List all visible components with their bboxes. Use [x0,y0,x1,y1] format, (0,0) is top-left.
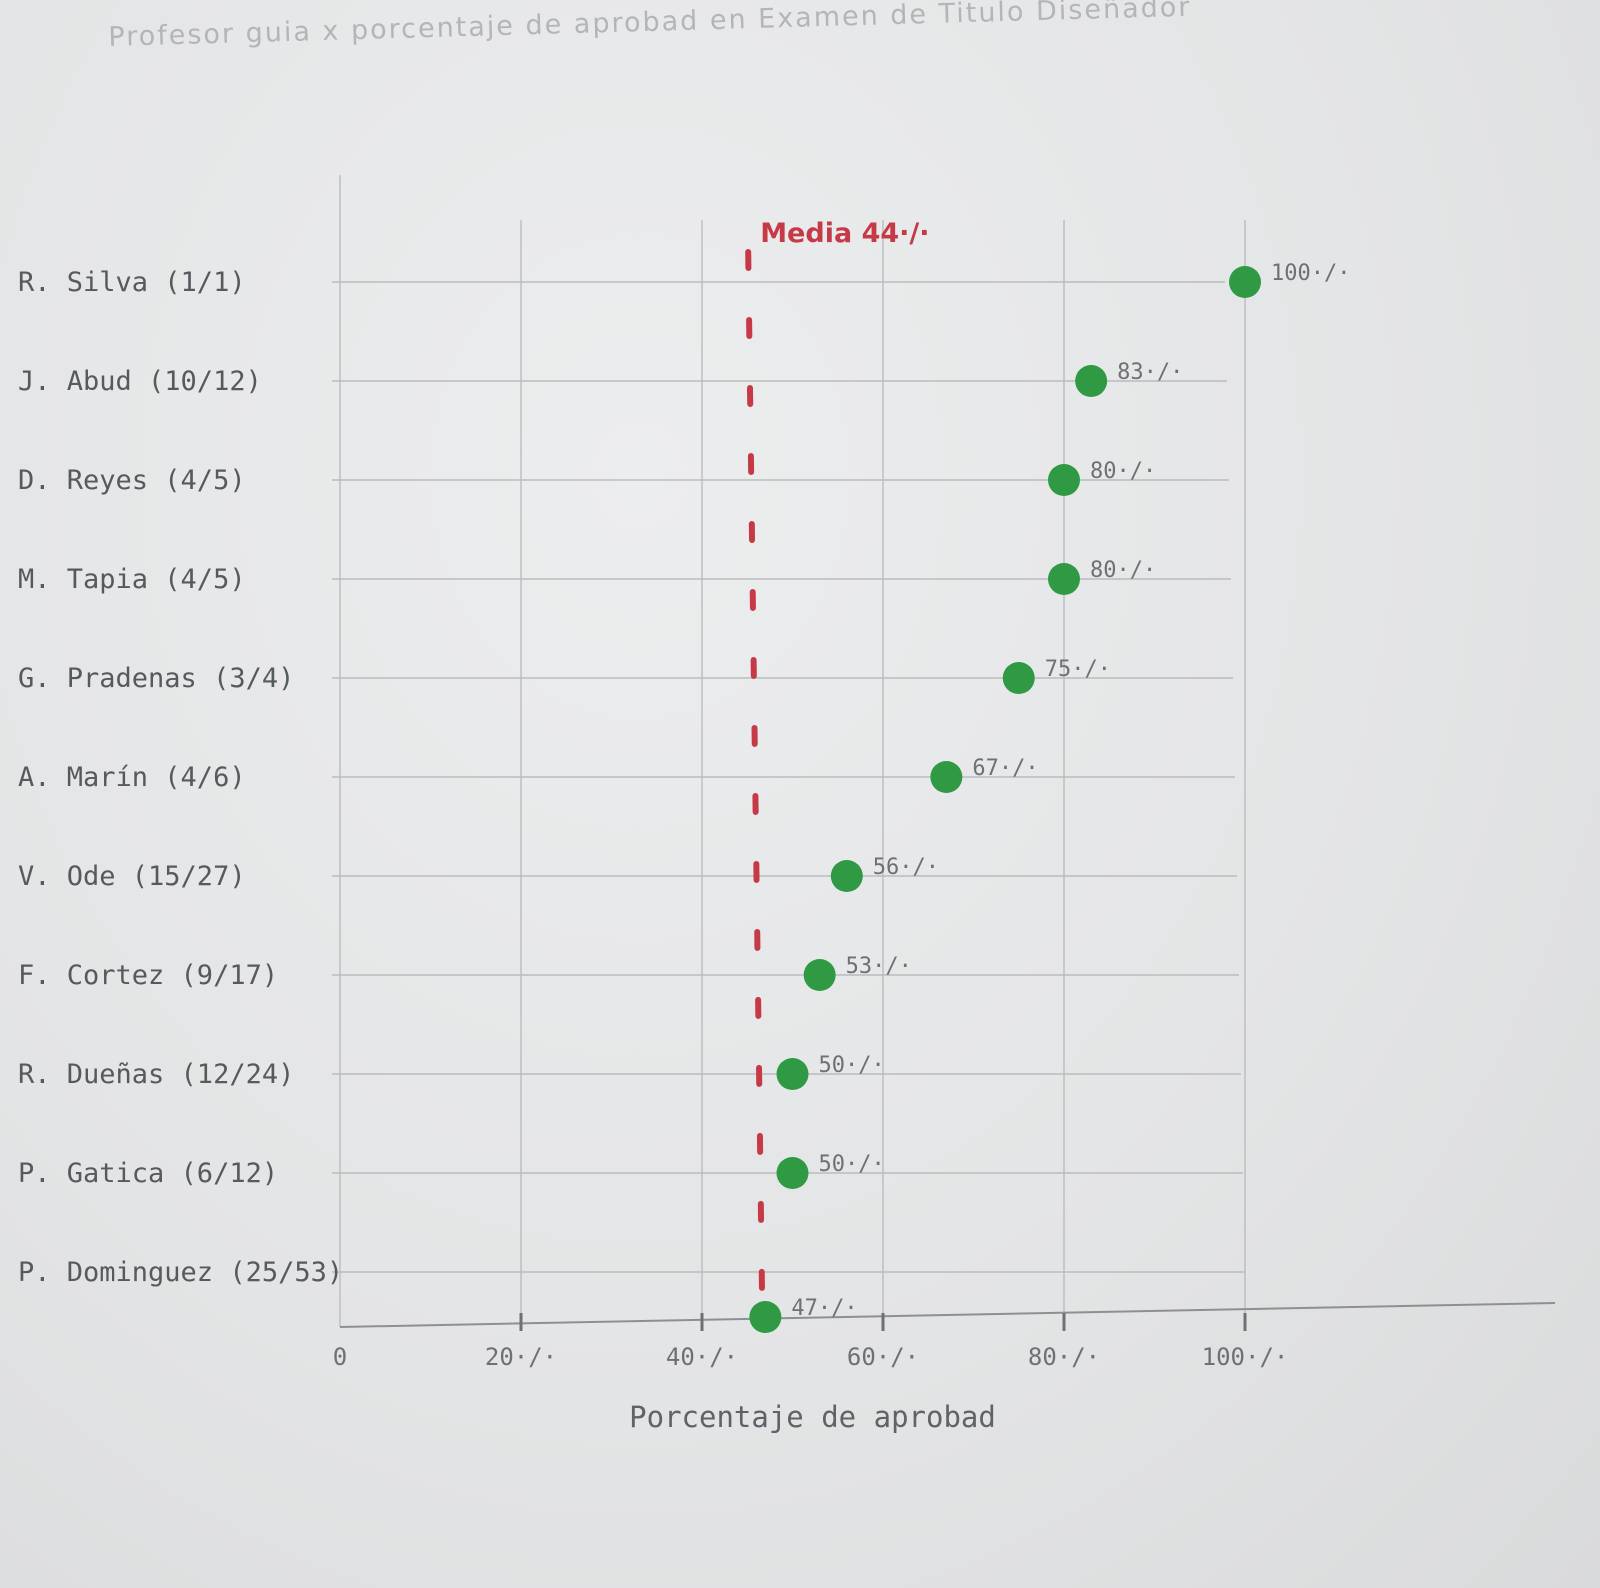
x-tick-label: 80·/· [1028,1343,1100,1371]
data-point [749,1301,782,1333]
data-point [1229,266,1261,298]
data-label: 47·/· [791,1296,857,1321]
data-point [1002,662,1035,694]
data-label: 50·/· [819,1053,885,1078]
category-label: D. Reyes (4/5) [18,465,246,496]
data-label: 67·/· [972,756,1038,781]
x-tick-label: 0 [333,1343,347,1371]
category-label: P. Dominguez (25/53) [18,1257,343,1288]
x-tick-label: 20·/· [485,1343,557,1371]
category-label: G. Pradenas (3/4) [18,663,294,694]
mean-label: Media 44·/· [760,218,929,249]
data-point [1075,365,1108,397]
x-tick-label: 40·/· [666,1343,738,1371]
data-point [1048,563,1080,595]
data-point [930,761,963,793]
data-point [803,959,836,991]
data-label: 83·/· [1117,360,1183,385]
category-label: P. Gatica (6/12) [18,1158,278,1189]
x-axis-title: Porcentaje de aprobad [629,1400,996,1434]
data-label: 56·/· [873,855,939,880]
x-tick-label: 60·/· [847,1343,919,1371]
data-label: 53·/· [846,954,912,979]
category-label: A. Marín (4/6) [18,762,246,793]
category-label: M. Tapia (4/5) [18,564,246,595]
data-label: 75·/· [1045,657,1111,682]
data-point [1048,464,1080,496]
category-label: R. Silva (1/1) [18,267,246,298]
category-label: R. Dueñas (12/24) [18,1059,294,1090]
data-point [776,1058,809,1090]
category-label: V. Ode (15/27) [18,861,246,892]
data-label: 100·/· [1271,261,1350,286]
x-tick-label: 100·/· [1202,1343,1289,1371]
mean-line [745,249,766,1310]
data-label: 50·/· [819,1152,885,1177]
data-label: 80·/· [1090,459,1156,484]
category-label: J. Abud (10/12) [18,366,262,397]
x-axis-line [339,1302,1556,1328]
data-point [776,1157,809,1189]
data-point [830,860,863,892]
data-label: 80·/· [1090,558,1156,583]
category-label: F. Cortez (9/17) [18,960,278,991]
